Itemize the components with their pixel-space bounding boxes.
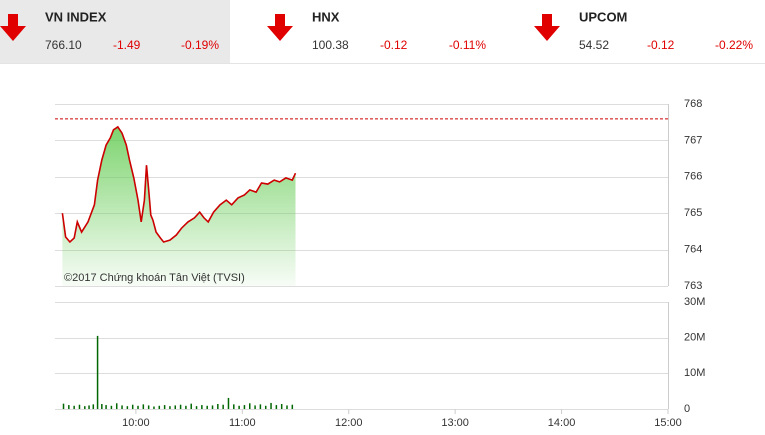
ticker-name: VN INDEX: [45, 9, 107, 24]
y-tick-label: 765: [684, 207, 702, 219]
volume-bar: [233, 404, 235, 409]
ticker-value: 100.38: [312, 38, 349, 52]
volume-bar: [174, 405, 177, 409]
volume-bar: [153, 406, 155, 409]
volume-bar: [227, 397, 230, 409]
x-tick-label: 10:00: [122, 417, 150, 429]
y-tick-label: 20M: [684, 332, 705, 344]
volume-bar: [78, 404, 81, 409]
volume-bar: [238, 405, 240, 409]
volume-bar: [222, 404, 224, 409]
volume-bar: [62, 403, 65, 409]
y-tick-label: 766: [684, 171, 702, 183]
down-arrow: [0, 14, 26, 41]
x-tick-label: 13:00: [441, 417, 469, 429]
x-tick-label: 14:00: [548, 417, 576, 429]
ticker-value: 766.10: [45, 38, 82, 52]
ticker-change: -0.12: [647, 38, 675, 52]
volume-bar: [270, 402, 272, 409]
volume-bar: [243, 405, 246, 409]
volume-bar: [206, 405, 208, 409]
volume-bar: [92, 404, 95, 409]
y-tick-label: 764: [684, 244, 702, 256]
volume-bar: [275, 405, 278, 409]
volume-bar: [110, 405, 113, 409]
ticker-percent: -0.11%: [449, 38, 486, 52]
volume-bar: [115, 403, 118, 409]
ticker-name: UPCOM: [579, 9, 627, 24]
x-tick-label: 11:00: [229, 417, 256, 429]
y-tick-label: 767: [684, 134, 702, 146]
volume-bar: [131, 404, 134, 409]
ticker-name: HNX: [312, 9, 340, 24]
x-tick-label: 15:00: [654, 417, 682, 429]
volume-bar: [88, 405, 90, 409]
volume-bar: [211, 405, 214, 409]
ticker-change: -0.12: [380, 38, 408, 52]
ticker-percent: -0.19%: [181, 38, 219, 52]
volume-bar: [280, 404, 283, 409]
volume-bar: [105, 405, 107, 409]
volume-bar: [217, 404, 219, 409]
volume-bar: [158, 405, 161, 409]
volume-bar: [126, 406, 129, 409]
area: [62, 126, 296, 287]
down-arrow: [267, 14, 293, 41]
y-tick-label: 768: [684, 98, 702, 110]
y-tick-label: 30M: [684, 296, 705, 308]
volume-bar: [249, 403, 251, 409]
volume-bar: [96, 335, 99, 409]
annotation: ©2017 Chứng khoán Tân Việt (TVSI): [64, 272, 245, 284]
volume-bar: [101, 404, 103, 409]
price-line: [61, 125, 297, 244]
volume-bar: [84, 406, 86, 409]
x-tick-label: 12:00: [335, 417, 363, 429]
volume-bar: [286, 405, 288, 409]
ticker-value: 54.52: [579, 38, 609, 52]
volume-bar: [147, 405, 150, 409]
volume-bar: [163, 405, 166, 409]
volume-bar: [195, 406, 198, 409]
volume-bar: [264, 405, 267, 409]
down-arrow: [534, 14, 560, 41]
volume-bar: [73, 405, 75, 409]
volume-bar: [137, 405, 139, 409]
volume-bar: [142, 404, 145, 409]
volume-bar: [179, 404, 182, 409]
y-tick-label: 763: [684, 280, 702, 292]
volume-bar: [169, 406, 171, 409]
volume-bar: [190, 403, 192, 409]
y-tick-label: 0: [684, 403, 690, 415]
volume-bar: [121, 405, 123, 409]
volume-bar: [291, 404, 294, 409]
volume-bar: [68, 405, 70, 409]
y-tick-label: 10M: [684, 367, 705, 379]
volume-bar: [185, 405, 187, 409]
volume-bar: [259, 404, 262, 409]
volume-bar: [254, 405, 256, 409]
ticker-percent: -0.22%: [715, 38, 753, 52]
volume-bar: [201, 405, 203, 409]
selected-tab: [0, 0, 230, 63]
ticker-change: -1.49: [113, 38, 141, 52]
